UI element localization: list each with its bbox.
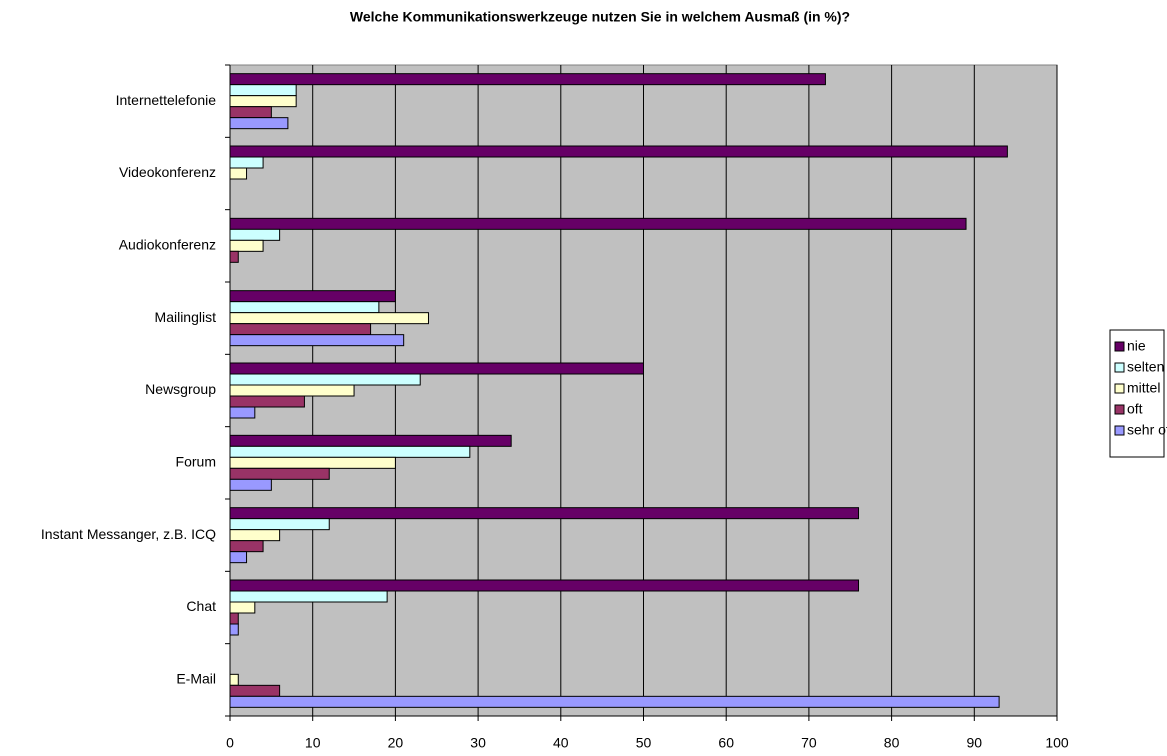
bar (229, 695, 1000, 708)
bar (229, 445, 471, 458)
legend-swatch (1114, 383, 1125, 394)
legend-swatch (1114, 425, 1125, 436)
bar (229, 406, 256, 419)
bar (229, 507, 860, 520)
bar (229, 434, 512, 447)
bar (229, 478, 272, 491)
x-tick-label: 70 (801, 735, 817, 751)
x-tick-label: 60 (718, 735, 734, 751)
y-tick-label: Mailinglist (155, 309, 217, 325)
bar (229, 145, 1008, 158)
bar (229, 612, 239, 625)
bar (229, 456, 396, 469)
bar (229, 334, 405, 347)
bar (229, 684, 281, 697)
bar (229, 117, 289, 130)
x-tick-label: 40 (553, 735, 569, 751)
bar (229, 312, 429, 325)
legend-label: nie (1127, 338, 1146, 354)
legend-label: oft (1127, 401, 1143, 417)
y-tick-label: Newsgroup (145, 381, 216, 397)
y-tick-label: Videokonferenz (119, 164, 216, 180)
bar (229, 95, 297, 108)
x-tick-label: 80 (884, 735, 900, 751)
bar (229, 579, 860, 592)
bar (229, 73, 826, 86)
y-tick-label: Instant Messanger, z.B. ICQ (41, 526, 216, 542)
y-tick-label: Internettelefonie (116, 92, 217, 108)
bar (229, 323, 372, 336)
legend-label: mittel (1127, 380, 1160, 396)
bar (229, 362, 644, 375)
y-tick-label: Audiokonferenz (119, 237, 216, 253)
x-tick-label: 10 (305, 735, 321, 751)
y-tick-label: Forum (176, 454, 216, 470)
bar (229, 551, 248, 564)
bar (229, 540, 264, 553)
x-tick-label: 20 (388, 735, 404, 751)
x-tick-label: 100 (1045, 735, 1069, 751)
bar (229, 529, 281, 542)
bar (229, 239, 264, 252)
bar (229, 623, 239, 636)
bar (229, 601, 256, 614)
x-tick-label: 0 (226, 735, 234, 751)
bar (229, 84, 297, 97)
bar (229, 395, 305, 408)
bar (229, 156, 264, 169)
bar (229, 373, 421, 386)
bar (229, 518, 330, 531)
legend-swatch (1114, 341, 1125, 352)
x-tick-label: 50 (636, 735, 652, 751)
legend-label: selten (1127, 359, 1164, 375)
bar (229, 217, 967, 230)
bar (229, 250, 239, 263)
x-tick-label: 30 (470, 735, 486, 751)
bar (229, 673, 239, 686)
x-tick-label: 90 (967, 735, 983, 751)
bar (229, 106, 272, 119)
y-tick-label: Chat (186, 598, 216, 614)
bar (229, 467, 330, 480)
legend-label: sehr oft (1127, 422, 1167, 438)
bar (229, 290, 396, 303)
bar (229, 590, 388, 603)
bar (229, 228, 281, 241)
legend-swatch (1114, 404, 1125, 415)
chart-title: Welche Kommunikationswerkzeuge nutzen Si… (350, 9, 850, 25)
bar (229, 384, 355, 397)
bar (229, 301, 380, 314)
y-tick-label: E-Mail (176, 671, 216, 687)
bar (229, 167, 248, 180)
legend-swatch (1114, 362, 1125, 373)
